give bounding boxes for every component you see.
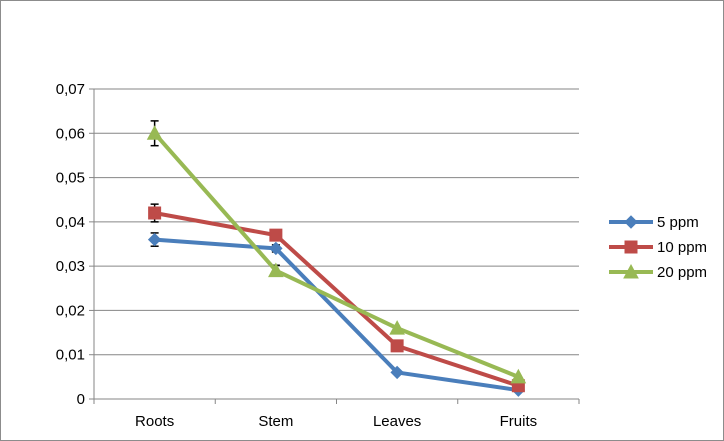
x-tick-label: Fruits [500,413,538,430]
legend-label-5-ppm: 5 ppm [657,214,699,231]
data-point-20-ppm [510,368,527,384]
x-tick-label: Roots [135,413,174,430]
y-tick-label: 0,07 [56,81,85,98]
y-tick-label: 0,03 [56,258,85,275]
data-point-10-ppm [390,339,404,353]
x-tick-label: Stem [258,413,293,430]
data-point-20-ppm [268,262,284,278]
y-tick-label: 0,04 [56,214,85,231]
y-tick-label: 0,01 [56,347,85,364]
data-point-5-ppm [269,241,283,256]
data-point-5-ppm [147,232,162,247]
series-line-5-ppm [154,237,519,393]
y-tick-label: 0,06 [56,125,85,142]
legend-marker-20-ppm [623,263,639,279]
legend-label-20-ppm: 20 ppm [657,264,707,281]
data-point-20-ppm [146,125,163,140]
y-tick-label: 0 [77,391,85,408]
series-line-10-ppm [154,211,519,388]
data-point-10-ppm [269,228,283,242]
y-tick-label: 0,02 [56,302,85,319]
data-point-5-ppm [390,365,404,380]
legend-marker-5-ppm [624,215,638,229]
data-point-20-ppm [389,320,405,335]
series-line-20-ppm [153,131,520,379]
x-tick-label: Leaves [373,413,421,430]
data-point-10-ppm [148,206,162,220]
legend-marker-10-ppm [624,240,638,254]
y-tick-label: 0,05 [56,170,85,187]
legend-label-10-ppm: 10 ppm [657,239,707,256]
